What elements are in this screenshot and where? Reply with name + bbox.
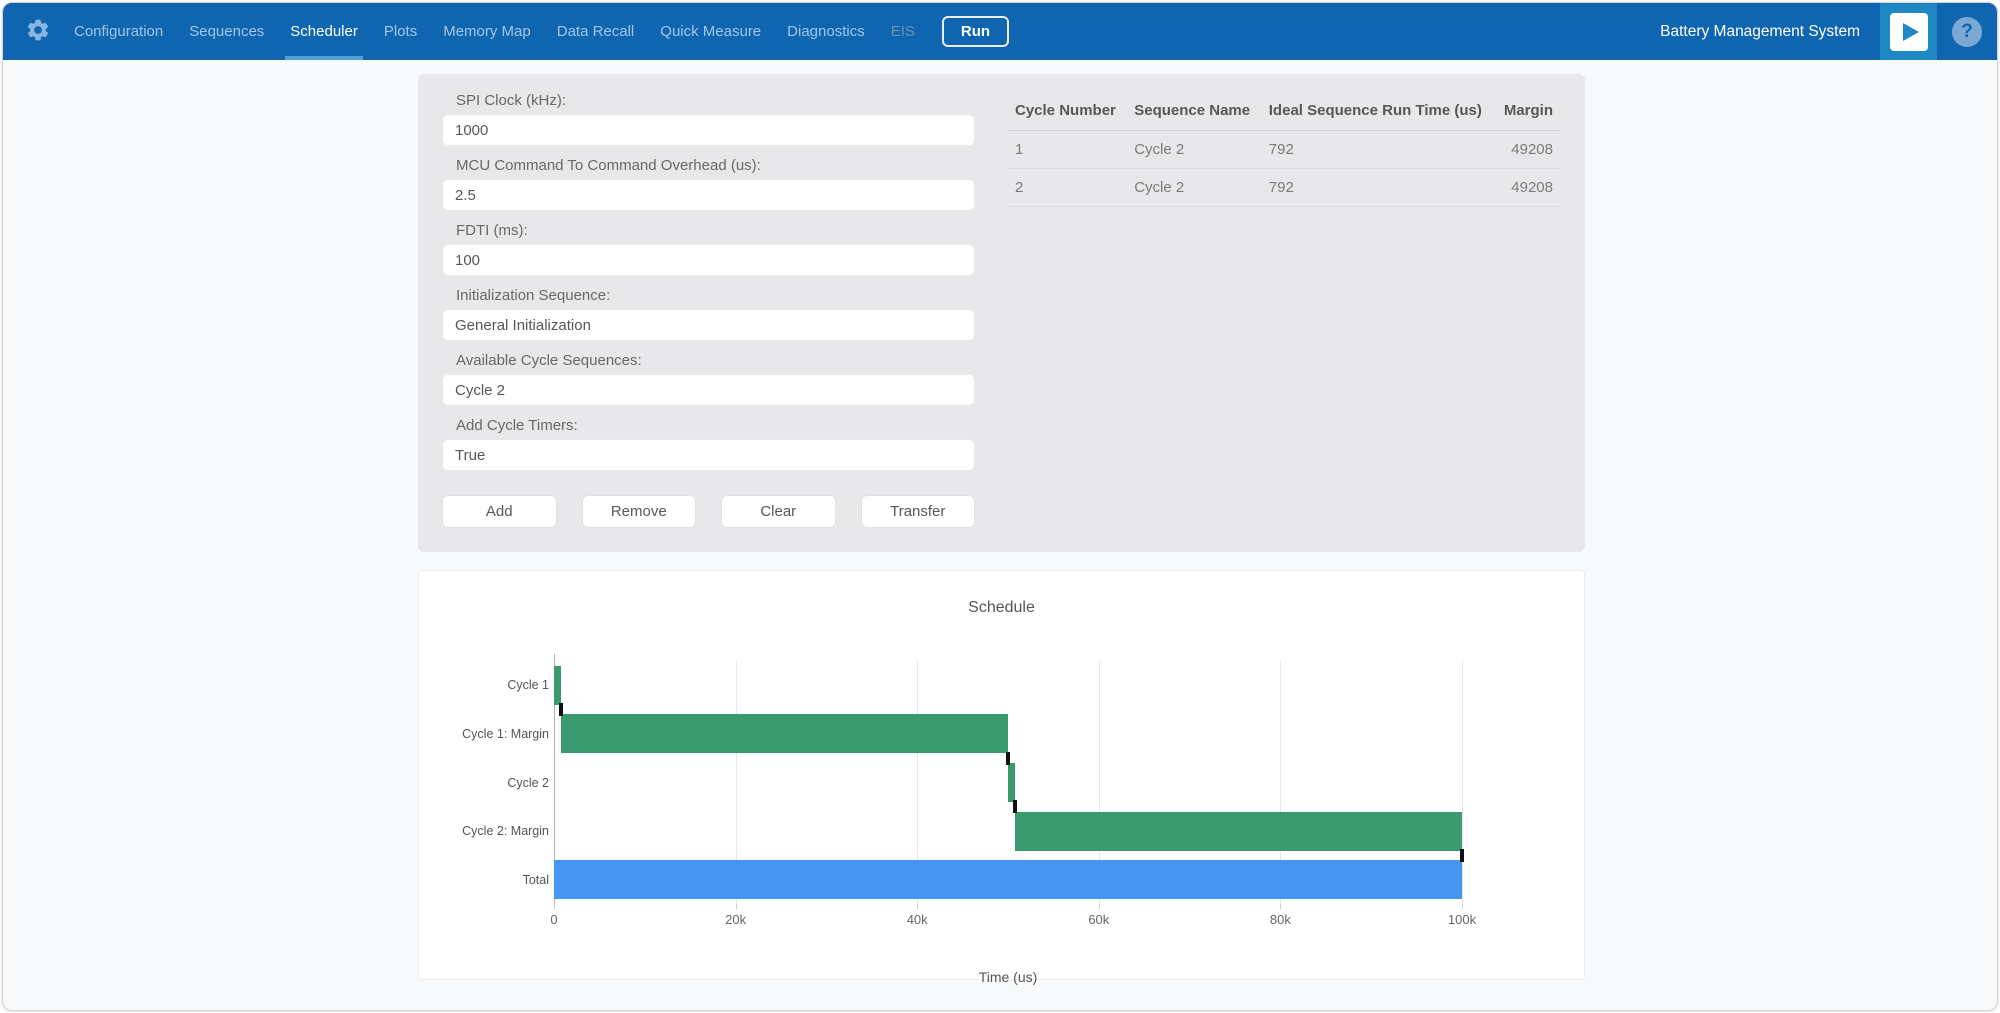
play-icon [1890, 13, 1928, 51]
add-cycle-timers-input[interactable] [442, 439, 975, 471]
top-nav: ConfigurationSequencesSchedulerPlotsMemo… [3, 3, 1997, 60]
available-cycle-sequences-input[interactable] [442, 374, 975, 406]
column-header-sequence-name: Sequence Name [1126, 92, 1261, 131]
gantt-bar-cycle-2-margin [1015, 812, 1462, 851]
add-button[interactable]: Add [442, 495, 557, 528]
table-cell: 1 [1007, 131, 1126, 169]
x-tick [1462, 904, 1463, 909]
settings-gear-button[interactable] [3, 3, 61, 60]
table-cell: 49208 [1494, 169, 1561, 207]
nav-item-plots[interactable]: Plots [371, 3, 430, 60]
table-cell: Cycle 2 [1126, 169, 1261, 207]
gridline [1462, 661, 1463, 904]
init-sequence-input[interactable] [442, 309, 975, 341]
schedule-gantt-plot: Time (us) 020k40k60k80k100kCycle 1Cycle … [554, 661, 1462, 904]
nav-item-eis[interactable]: EIS [878, 3, 928, 60]
play-button[interactable] [1880, 3, 1937, 60]
end-marker [1006, 752, 1010, 765]
gantt-bar-total [554, 860, 1462, 899]
y-label-cycle-1: Cycle 1 [507, 678, 549, 692]
scheduler-form: SPI Clock (kHz): MCU Command To Command O… [442, 92, 975, 528]
x-tick [1280, 904, 1281, 909]
app-window: ConfigurationSequencesSchedulerPlotsMemo… [2, 2, 1998, 1011]
available-cycle-sequences-label: Available Cycle Sequences: [456, 352, 975, 369]
clear-button[interactable]: Clear [721, 495, 836, 528]
table-row[interactable]: 1Cycle 279249208 [1007, 131, 1561, 169]
run-button[interactable]: Run [942, 16, 1009, 47]
cycle-table: Cycle NumberSequence NameIdeal Sequence … [1007, 92, 1561, 207]
column-header-margin: Margin [1494, 92, 1561, 131]
gantt-bar-cycle-1 [554, 666, 561, 705]
x-tick [554, 904, 555, 909]
gantt-bar-cycle-1-margin [561, 714, 1008, 753]
nav-item-scheduler[interactable]: Scheduler [277, 3, 371, 60]
x-tick-label: 20k [725, 912, 746, 927]
table-cell: Cycle 2 [1126, 131, 1261, 169]
nav-item-quick-measure[interactable]: Quick Measure [647, 3, 774, 60]
help-icon[interactable]: ? [1952, 17, 1982, 47]
cycle-table-container: Cycle NumberSequence NameIdeal Sequence … [1007, 92, 1561, 528]
init-sequence-label: Initialization Sequence: [456, 287, 975, 304]
spi-clock-input[interactable] [442, 114, 975, 146]
column-header-ideal-sequence-run-time-us: Ideal Sequence Run Time (us) [1261, 92, 1495, 131]
mcu-overhead-label: MCU Command To Command Overhead (us): [456, 157, 975, 174]
table-cell: 792 [1261, 131, 1495, 169]
nav-item-diagnostics[interactable]: Diagnostics [774, 3, 878, 60]
gantt-bar-cycle-2 [1008, 763, 1015, 802]
x-tick-label: 40k [907, 912, 928, 927]
fdti-input[interactable] [442, 244, 975, 276]
table-cell: 49208 [1494, 131, 1561, 169]
nav-item-memory-map[interactable]: Memory Map [430, 3, 544, 60]
end-marker [559, 703, 563, 716]
x-tick [736, 904, 737, 909]
spi-clock-label: SPI Clock (kHz): [456, 92, 975, 109]
x-tick-label: 60k [1088, 912, 1109, 927]
remove-button[interactable]: Remove [582, 495, 697, 528]
y-label-total: Total [523, 873, 549, 887]
fdti-label: FDTI (ms): [456, 222, 975, 239]
table-cell: 792 [1261, 169, 1495, 207]
app-title: Battery Management System [1660, 23, 1860, 41]
column-header-cycle-number: Cycle Number [1007, 92, 1126, 131]
y-label-cycle-1-margin: Cycle 1: Margin [462, 727, 549, 741]
gear-icon [25, 17, 51, 47]
chart-title: Schedule [419, 599, 1584, 617]
scheduler-panel: SPI Clock (kHz): MCU Command To Command O… [418, 74, 1585, 552]
mcu-overhead-input[interactable] [442, 179, 975, 211]
x-tick-label: 0 [550, 912, 557, 927]
y-label-cycle-2: Cycle 2 [507, 776, 549, 790]
end-marker [1460, 849, 1464, 862]
x-tick [917, 904, 918, 909]
x-axis-title: Time (us) [554, 969, 1462, 985]
form-button-row: Add Remove Clear Transfer [442, 495, 975, 528]
add-cycle-timers-label: Add Cycle Timers: [456, 417, 975, 434]
x-tick [1099, 904, 1100, 909]
table-row[interactable]: 2Cycle 279249208 [1007, 169, 1561, 207]
x-tick-label: 80k [1270, 912, 1291, 927]
end-marker [1013, 800, 1017, 813]
nav-item-data-recall[interactable]: Data Recall [544, 3, 648, 60]
schedule-chart-card: Schedule Time (us) 020k40k60k80k100kCycl… [418, 570, 1585, 980]
nav-item-configuration[interactable]: Configuration [61, 3, 176, 60]
nav-items: ConfigurationSequencesSchedulerPlotsMemo… [61, 3, 928, 60]
table-cell: 2 [1007, 169, 1126, 207]
x-tick-label: 100k [1448, 912, 1476, 927]
transfer-button[interactable]: Transfer [861, 495, 976, 528]
nav-item-sequences[interactable]: Sequences [176, 3, 277, 60]
table-header-row: Cycle NumberSequence NameIdeal Sequence … [1007, 92, 1561, 131]
y-label-cycle-2-margin: Cycle 2: Margin [462, 824, 549, 838]
